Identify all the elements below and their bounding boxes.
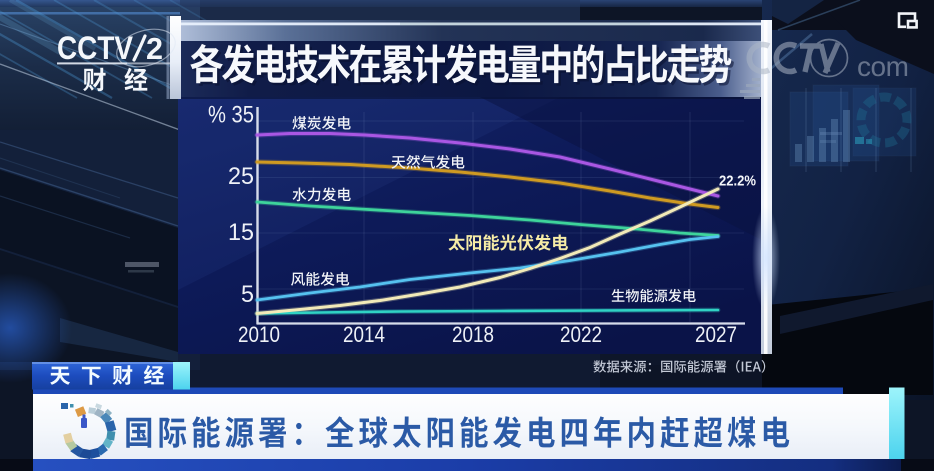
svg-text:2010: 2010 [238,322,280,347]
svg-text:CCTV: CCTV [57,30,134,66]
svg-text:5: 5 [241,281,254,308]
svg-text:com: com [857,51,908,82]
svg-text:2: 2 [146,31,163,66]
svg-text:22.2%: 22.2% [719,173,756,190]
svg-text:15: 15 [228,219,254,246]
svg-text:% 35: % 35 [208,102,254,129]
svg-text:2027: 2027 [695,322,737,347]
svg-text:2018: 2018 [452,322,494,347]
svg-text:2014: 2014 [343,322,385,347]
svg-text:25: 25 [228,163,254,190]
svg-text:2022: 2022 [560,322,602,347]
